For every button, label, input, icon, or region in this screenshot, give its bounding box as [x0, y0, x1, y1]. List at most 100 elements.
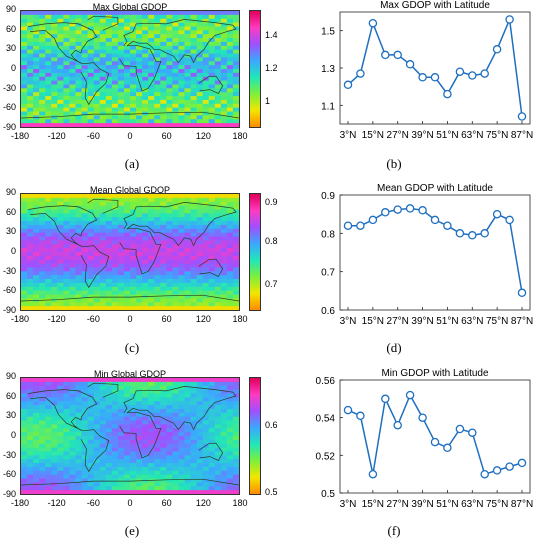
heatmap-cell: [105, 432, 113, 437]
map-y-tick: -90: [2, 305, 16, 315]
heatmap-cell: [117, 459, 125, 464]
heatmap-cell: [33, 447, 40, 452]
heatmap-cell: [220, 221, 228, 226]
heatmap-cell: [45, 41, 52, 47]
heatmap-cell: [160, 286, 167, 292]
heatmap-cell: [136, 26, 143, 31]
heatmap-cell: [178, 486, 185, 491]
heatmap-cell: [232, 69, 239, 74]
heatmap-cell: [208, 84, 216, 89]
heatmap-cell: [57, 69, 64, 74]
heatmap-cell: [81, 224, 89, 230]
heatmap-cell: [111, 255, 119, 261]
heatmap-cell: [178, 455, 185, 460]
map-x-tick: -60: [86, 498, 100, 508]
heatmap-cell: [39, 389, 46, 394]
heatmap-cell: [123, 275, 131, 280]
heatmap-cell: [184, 96, 191, 101]
heatmap-cell: [136, 14, 143, 20]
heatmap-cell: [93, 271, 101, 276]
heatmap-cell: [184, 416, 191, 421]
heatmap-cell: [214, 447, 222, 452]
heatmap-cell: [57, 49, 64, 54]
heatmap-cell: [81, 205, 89, 210]
heatmap-cell: [130, 424, 137, 429]
heatmap-cell: [117, 286, 125, 292]
heatmap-cell: [220, 252, 228, 257]
heatmap-cell: [87, 482, 95, 487]
heatmap-cell: [45, 290, 52, 295]
heatmap-cell: [45, 69, 52, 74]
heatmap-cell: [21, 80, 28, 85]
heatmap-cell: [202, 470, 210, 476]
heatmap-cell: [75, 228, 82, 234]
heatmap-cell: [136, 389, 143, 394]
heatmap-cell: [51, 290, 58, 295]
heatmap-cell: [39, 205, 46, 210]
heatmap-cell: [172, 447, 179, 452]
heatmap-cell: [99, 221, 107, 226]
heatmap-cell: [45, 209, 52, 214]
heatmap-cell: [63, 412, 70, 418]
heatmap-cell: [111, 306, 119, 310]
heatmap-cell: [117, 217, 125, 222]
heatmap-cell: [39, 447, 46, 452]
heatmap-cell: [123, 26, 131, 31]
heatmap-cell: [232, 22, 239, 27]
heatmap-cell: [166, 286, 173, 292]
heatmap-cell: [99, 115, 107, 120]
heatmap-cell: [148, 103, 155, 109]
heatmap-cell: [208, 439, 216, 445]
heatmap-cell: [57, 194, 64, 199]
heatmap-cell: [226, 80, 234, 85]
heatmap-cell: [208, 248, 216, 253]
heatmap-cell: [117, 72, 125, 78]
heatmap-cell: [178, 96, 185, 101]
heatmap-cell: [93, 451, 101, 456]
heatmap-cell: [57, 45, 64, 51]
heatmap-cell: [21, 240, 28, 245]
heatmap-cell: [226, 26, 234, 31]
heatmap-cell: [190, 397, 198, 402]
data-point: [393, 50, 402, 60]
heatmap-cell: [220, 244, 228, 249]
heatmap-cell: [160, 428, 167, 433]
heatmap-cell: [87, 298, 95, 303]
heatmap-cell: [226, 259, 234, 264]
heatmap-cell: [39, 302, 46, 307]
heatmap-cell: [99, 228, 107, 234]
heatmap-cell: [123, 221, 131, 226]
heatmap-cell: [45, 248, 52, 253]
heatmap-cell: [45, 26, 52, 31]
heatmap-cell: [51, 92, 58, 97]
heatmap-cell: [57, 397, 64, 402]
heatmap-cell: [166, 267, 173, 272]
heatmap-cell: [166, 34, 173, 39]
heatmap-cell: [57, 26, 64, 31]
heatmap-cell: [226, 69, 234, 74]
heatmap-cell: [75, 205, 82, 210]
heatmap-cell: [184, 26, 191, 31]
heatmap-cell: [21, 455, 28, 460]
panel-caption: (b): [386, 156, 402, 171]
heatmap-cell: [45, 61, 52, 66]
heatmap-cell: [51, 412, 58, 418]
heatmap-cell: [172, 275, 179, 280]
heatmap-cell: [172, 14, 179, 20]
heatmap-cell: [136, 244, 143, 249]
heatmap-cell: [27, 72, 34, 78]
heatmap-cell: [27, 248, 34, 253]
heatmap-cell: [142, 123, 149, 127]
data-point: [468, 231, 477, 240]
heatmap-cell: [117, 99, 125, 105]
heatmap-cell: [220, 470, 228, 476]
heatmap-cell: [75, 99, 82, 105]
heatmap-cell: [172, 306, 179, 310]
heatmap-cell: [51, 209, 58, 214]
heatmap-cell: [99, 123, 107, 127]
heatmap-cell: [111, 201, 119, 206]
heatmap-cell: [142, 221, 149, 226]
heatmap-cell: [57, 486, 64, 491]
map-x-tick: -60: [86, 131, 100, 141]
heatmap-cell: [45, 49, 52, 54]
